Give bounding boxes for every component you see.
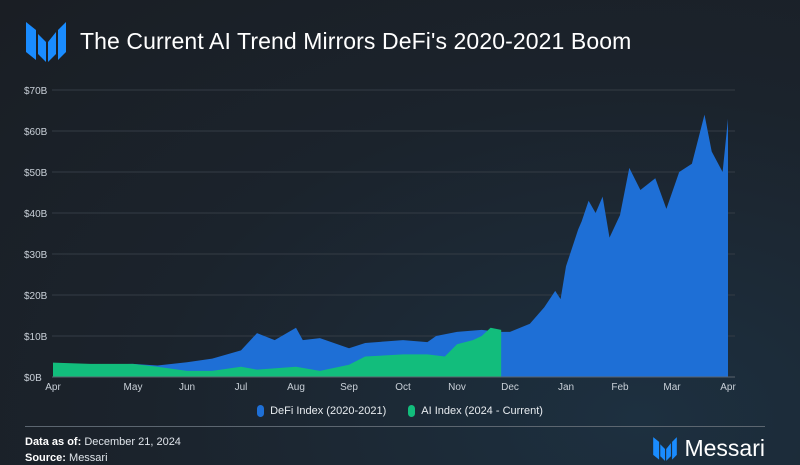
y-tick-label: $0B [24,373,42,384]
legend-item-defi: DeFi Index (2020-2021) [257,405,386,417]
messari-logo-icon [653,436,678,461]
area-series-ai [53,327,502,377]
data-as-of-value: December 21, 2024 [84,436,181,448]
x-tick-label: Dec [501,382,519,393]
legend-label: AI Index (2024 - Current) [421,405,543,417]
x-tick-label: Jun [179,382,195,393]
chart-title: The Current AI Trend Mirrors DeFi's 2020… [80,28,632,54]
divider [25,426,765,427]
x-tick-label: Nov [448,382,466,393]
brand-name: Messari [684,435,765,461]
y-tick-label: $70B [24,86,48,97]
y-tick-label: $30B [24,250,48,261]
x-tick-label: Apr [45,382,61,393]
y-tick-label: $10B [24,332,48,343]
area-series-defi [53,114,728,377]
area-chart: $0B $10B $20B $30B $40B $50B $60B $70B Apr May Jun… [24,86,736,393]
legend-label: DeFi Index (2020-2021) [270,405,387,417]
messari-brand: Messari [652,435,765,462]
legend-swatch-ai [408,405,416,417]
x-tick-label: Jan [558,382,574,393]
data-as-of-label: Data as of: [25,436,82,448]
x-tick-label: Jul [235,382,248,393]
y-tick-label: $40B [24,209,48,220]
y-tick-label: $60B [24,127,48,138]
data-as-of: Data as of: December 21, 2024 [25,436,181,448]
x-tick-label: Oct [395,382,411,393]
messari-logo-icon [26,22,66,62]
x-tick-label: Apr [720,382,736,393]
legend: DeFi Index (2020-2021) AI Index (2024 - … [0,405,800,417]
x-tick-label: Feb [611,382,629,393]
source-label: Source: [25,452,66,464]
legend-swatch-defi [257,405,265,417]
y-tick-label: $20B [24,291,48,302]
x-tick-label: Mar [663,382,681,393]
x-tick-label: Sep [340,382,358,393]
source-value: Messari [69,452,108,464]
source: Source: Messari [25,452,108,464]
legend-item-ai: AI Index (2024 - Current) [408,405,543,417]
y-tick-label: $50B [24,168,48,179]
x-tick-label: May [124,382,143,393]
x-tick-label: Aug [287,382,305,393]
